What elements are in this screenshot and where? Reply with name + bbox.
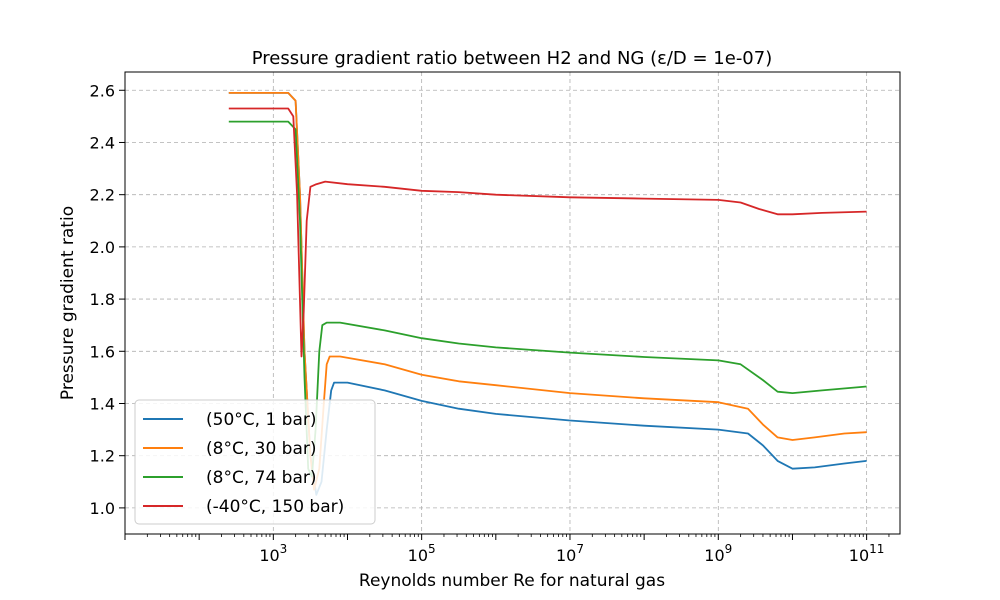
x-tick-label: 105 bbox=[408, 542, 436, 565]
x-tick-exponent: 9 bbox=[725, 542, 733, 556]
x-tick-label: 109 bbox=[704, 542, 732, 565]
series-line-2 bbox=[228, 92, 867, 491]
x-tick-label: 103 bbox=[259, 542, 287, 565]
y-axis-label: Pressure gradient ratio bbox=[58, 206, 78, 400]
y-tick-label: 2.4 bbox=[90, 133, 115, 152]
y-tick-label: 2.0 bbox=[90, 238, 115, 257]
x-tick-base: 10 bbox=[556, 546, 576, 565]
y-tick-label: 1.6 bbox=[90, 342, 115, 361]
x-axis-label: Reynolds number Re for natural gas bbox=[359, 571, 665, 591]
x-tick-label: 1011 bbox=[849, 542, 885, 565]
x-tick-exponent: 11 bbox=[869, 542, 884, 556]
legend-items: (50°C, 1 bar) (8°C, 30 bar) (8°C, 74 bar) (… bbox=[143, 410, 344, 517]
legend-label: (8°C, 30 bar) bbox=[206, 439, 317, 459]
legend-label: (8°C, 74 bar) bbox=[206, 468, 317, 488]
legend-label: (50°C, 1 bar) bbox=[206, 410, 317, 430]
x-tick-exponent: 7 bbox=[576, 542, 584, 556]
x-tick-base: 10 bbox=[259, 546, 279, 565]
x-tick-exponent: 3 bbox=[280, 542, 288, 556]
x-tick-exponent: 5 bbox=[428, 542, 436, 556]
y-tick-label: 1.8 bbox=[90, 290, 115, 309]
series-lines bbox=[228, 92, 867, 496]
axis-ticks: 103 105 107 109 10111.01.21.41.61.82.02.22.4… bbox=[90, 81, 890, 565]
x-tick-base: 10 bbox=[704, 546, 724, 565]
y-tick-label: 1.0 bbox=[90, 499, 115, 518]
series-line-3 bbox=[228, 120, 867, 478]
y-tick-label: 2.2 bbox=[90, 186, 115, 205]
x-tick-base: 10 bbox=[849, 546, 869, 565]
y-tick-label: 2.6 bbox=[90, 81, 115, 100]
chart-title: Pressure gradient ratio between H2 and N… bbox=[252, 48, 773, 69]
x-tick-label: 107 bbox=[556, 542, 584, 565]
legend: (50°C, 1 bar) (8°C, 30 bar) (8°C, 74 bar) (… bbox=[134, 399, 376, 525]
legend-label: (-40°C, 150 bar) bbox=[206, 497, 344, 517]
series-line-4 bbox=[228, 107, 867, 358]
y-tick-label: 1.4 bbox=[90, 394, 115, 413]
x-tick-base: 10 bbox=[408, 546, 428, 565]
plot-area-frame bbox=[124, 71, 901, 535]
y-tick-label: 1.2 bbox=[90, 447, 115, 466]
legend-box bbox=[134, 399, 376, 525]
